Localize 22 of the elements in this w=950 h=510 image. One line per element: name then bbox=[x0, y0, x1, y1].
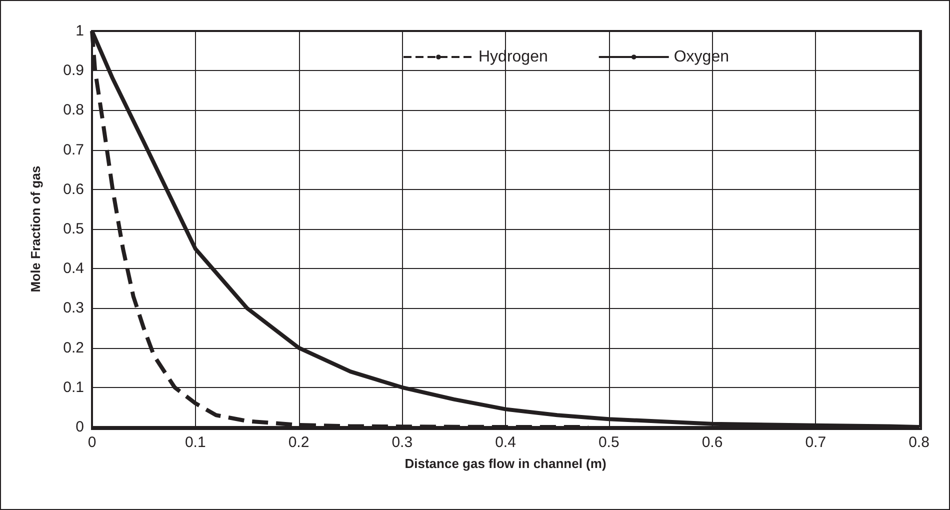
x-tick-label: 0.7 bbox=[805, 434, 826, 451]
y-tick-label: 1 bbox=[76, 22, 84, 40]
x-tick-label: 0.5 bbox=[598, 434, 620, 451]
x-tick-label: 0.1 bbox=[184, 434, 206, 451]
x-tick-label: 0.2 bbox=[288, 434, 310, 451]
y-tick-label: 0.1 bbox=[63, 378, 84, 396]
y-tick-label: 0.4 bbox=[63, 260, 84, 278]
x-tick-label: 0.4 bbox=[495, 434, 516, 451]
y-tick-label: 0.3 bbox=[63, 300, 84, 317]
y-tick-label: 0.2 bbox=[63, 339, 84, 356]
y-tick-label: 0.7 bbox=[63, 141, 84, 158]
x-tick-label: 0.6 bbox=[702, 434, 723, 451]
y-tick-label: 0.9 bbox=[63, 62, 84, 80]
y-axis-title: Mole Fraction of gas bbox=[28, 166, 43, 292]
y-tick-label: 0 bbox=[76, 418, 84, 436]
y-tick-label: 0.8 bbox=[63, 102, 84, 119]
y-tick-label: 0.6 bbox=[63, 180, 84, 198]
x-axis-title: Distance gas flow in channel (m) bbox=[404, 456, 606, 471]
x-tick-label: 0 bbox=[88, 434, 96, 451]
x-tick-label: 0.8 bbox=[908, 434, 930, 451]
x-tick-label: 0.3 bbox=[392, 434, 413, 451]
y-tick-label: 0.5 bbox=[63, 220, 84, 238]
